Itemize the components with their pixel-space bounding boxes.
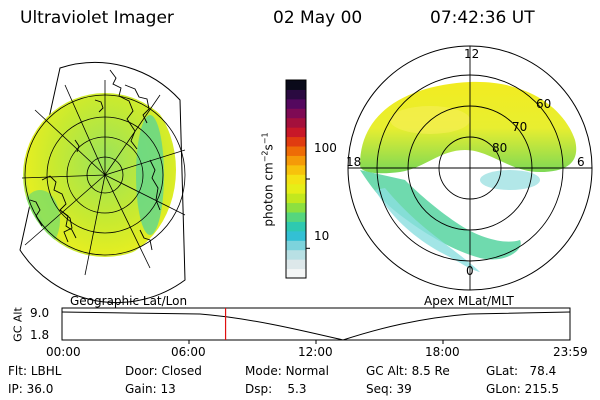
- colorbar-label: photon cm−2s−1: [261, 130, 276, 230]
- colorbar-segment: [286, 98, 306, 109]
- timeline-xtick-0: 00:00: [46, 345, 81, 359]
- colorbar-segment: [286, 268, 306, 279]
- gain-label: Gain:: [125, 382, 157, 396]
- observation-date: 02 May 00: [273, 8, 363, 28]
- info-glon: GLon: 215.5: [486, 382, 559, 396]
- info-seq: Seq: 39: [366, 382, 412, 396]
- timeline-xtick-3: 18:00: [425, 345, 460, 359]
- polar-map: [347, 45, 593, 291]
- timeline-axis-label: GC Alt: [11, 307, 25, 342]
- info-flt: Flt: LBHL: [8, 364, 61, 378]
- timeline-ytick-high: 9.0: [30, 306, 50, 320]
- timeline-xtick-4: 23:59: [553, 345, 588, 359]
- colorbar-label-exp2: −1: [260, 132, 270, 145]
- gcalt-value: 8.5 Re: [411, 364, 450, 378]
- colorbar-label-mid: s: [261, 144, 276, 151]
- polar-grid: [348, 46, 592, 290]
- lat-label-70: 70: [512, 120, 528, 134]
- colorbar-tick-100: 100: [314, 141, 337, 155]
- colorbar-tick-10: 10: [314, 229, 330, 243]
- info-dsp: Dsp: 5.3: [245, 382, 307, 396]
- info-gcalt: GC Alt: 8.5 Re: [366, 364, 450, 378]
- door-label: Door:: [125, 364, 158, 378]
- gain-value: 13: [160, 382, 176, 396]
- colorbar-segment: [286, 117, 306, 128]
- glon-value: 215.5: [524, 382, 559, 396]
- glat-value: 78.4: [529, 364, 557, 378]
- seq-value: 39: [396, 382, 412, 396]
- info-mode: Mode: Normal: [245, 364, 329, 378]
- gcalt-label: GC Alt:: [366, 364, 408, 378]
- colorbar-label-exp1: −2: [260, 150, 270, 163]
- dsp-value: 5.3: [287, 382, 307, 396]
- colorbar-segment: [286, 202, 306, 213]
- colorbar-segment: [286, 212, 306, 222]
- colorbar-segment: [286, 89, 306, 100]
- colorbar: [286, 80, 306, 279]
- mlt-label-0: 0: [466, 264, 474, 278]
- observation-time: 07:42:36 UT: [430, 8, 535, 28]
- flt-value: LBHL: [30, 364, 62, 378]
- colorbar-segment: [286, 80, 306, 90]
- colorbar-segment: [286, 230, 306, 241]
- info-door: Door: Closed: [125, 364, 202, 378]
- colorbar-segment: [286, 155, 306, 166]
- instrument-title: Ultraviolet Imager: [20, 8, 174, 28]
- geographic-caption: Geographic Lat/Lon: [70, 294, 188, 308]
- colorbar-segment: [286, 249, 306, 260]
- mlt-label-12: 12: [464, 47, 480, 61]
- mode-value: Normal: [285, 364, 329, 378]
- colorbar-segment: [286, 146, 306, 156]
- glon-label: GLon:: [486, 382, 521, 396]
- colorbar-ticks: [306, 178, 310, 249]
- colorbar-segment: [286, 193, 306, 204]
- mlt-label-6: 6: [577, 155, 585, 169]
- info-glat: GLat: 78.4: [486, 364, 556, 378]
- lat-label-80: 80: [492, 141, 508, 155]
- apex-caption: Apex MLat/MLT: [424, 294, 514, 308]
- geo-coastlines: [29, 69, 161, 251]
- seq-label: Seq:: [366, 382, 393, 396]
- lat-label-60: 60: [536, 97, 552, 111]
- colorbar-segment: [286, 240, 306, 251]
- ip-label: IP:: [8, 382, 23, 396]
- colorbar-segment: [286, 174, 306, 185]
- geo-meridians: [21, 80, 186, 276]
- colorbar-segment: [286, 164, 306, 175]
- colorbar-segment: [286, 108, 306, 119]
- door-value: Closed: [161, 364, 202, 378]
- glat-label: GLat:: [486, 364, 519, 378]
- timeline-xtick-2: 12:00: [298, 345, 333, 359]
- info-gain: Gain: 13: [125, 382, 176, 396]
- ip-value: 36.0: [26, 382, 54, 396]
- auroral-oval: [360, 81, 577, 174]
- geographic-map: [19, 62, 186, 304]
- dsp-label: Dsp:: [245, 382, 273, 396]
- colorbar-segment: [286, 221, 306, 232]
- timeline-xtick-1: 06:00: [171, 345, 206, 359]
- colorbar-segment: [286, 136, 306, 147]
- info-ip: IP: 36.0: [8, 382, 53, 396]
- nightside-emission: [360, 170, 521, 260]
- colorbar-label-text: photon cm: [261, 162, 276, 227]
- timeline-ytick-low: 1.8: [30, 328, 50, 342]
- mode-label: Mode:: [245, 364, 282, 378]
- mlt-label-18: 18: [346, 155, 362, 169]
- colorbar-segment: [286, 183, 306, 194]
- flt-label: Flt:: [8, 364, 27, 378]
- colorbar-segment: [286, 259, 306, 270]
- colorbar-segment: [286, 127, 306, 138]
